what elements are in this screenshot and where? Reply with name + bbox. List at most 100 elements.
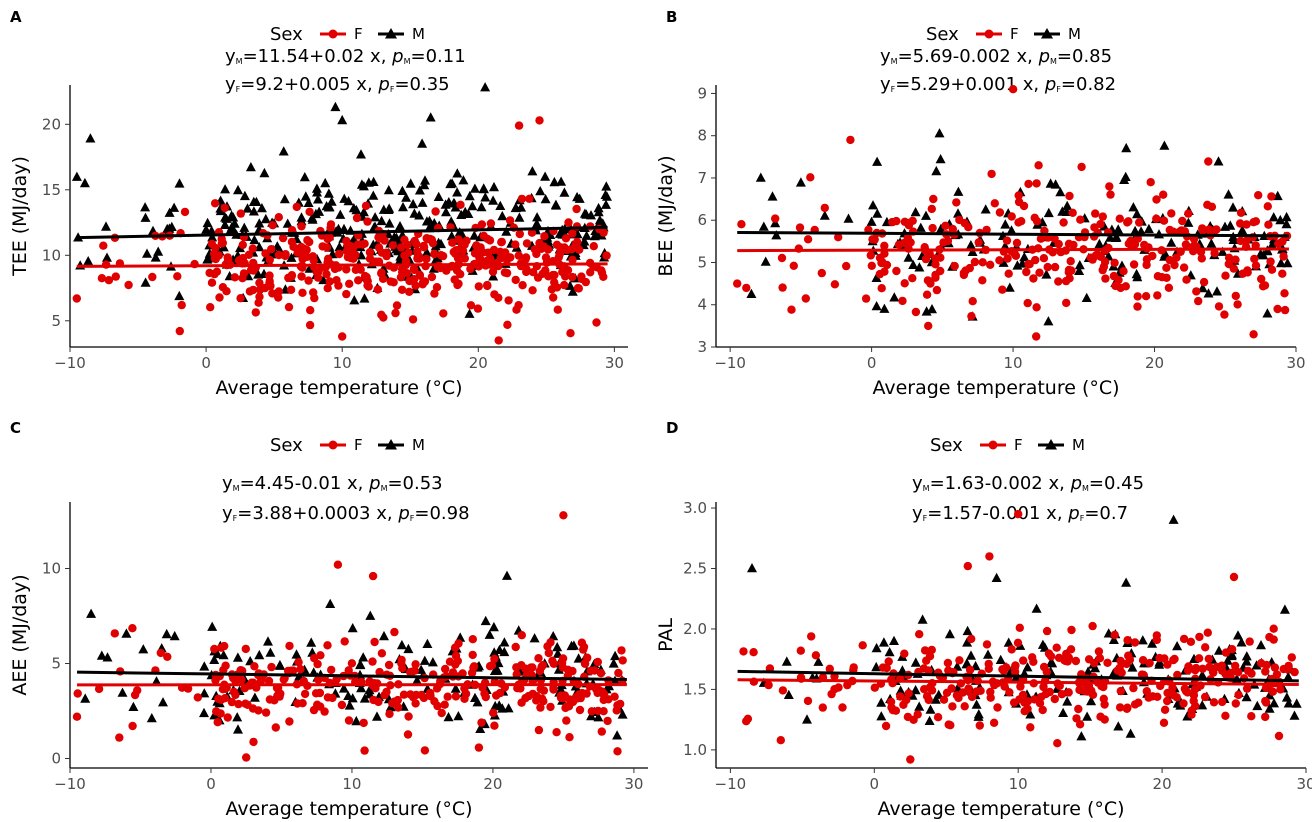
point-m [802,714,812,724]
point-m [412,675,422,685]
point-f [425,234,435,244]
point-f [899,700,908,709]
point-f [849,663,858,672]
point-f [561,234,571,243]
point-f [599,228,608,237]
point-m [446,231,457,241]
x-tick-label: −10 [715,775,747,793]
point-f [292,202,301,212]
point-f [927,204,936,214]
point-f [1251,217,1261,226]
y-tick-label: 15 [42,181,61,199]
point-f [944,666,953,675]
point-f [397,243,406,252]
point-m [425,112,436,122]
point-m [767,191,778,201]
point-f [543,642,552,651]
point-f [764,680,773,690]
point-m [1062,696,1073,706]
point-f [1152,214,1161,223]
point-f [467,668,477,678]
point-m [347,623,358,633]
point-f [206,303,215,312]
point-m [490,700,501,711]
point-m [535,186,546,196]
point-f [238,240,247,250]
point-f [1236,219,1245,228]
point-m [1241,651,1252,661]
axes: −10 0 10 20 30 5 10 15 20 Average temperature (°C… [9,85,628,399]
point-f [216,709,225,718]
point-f [1039,254,1049,263]
point-f [1198,224,1207,233]
point-f [1030,213,1039,222]
point-m [140,277,151,287]
point-m [1125,728,1136,738]
point-m [225,225,236,235]
chart-svg: C Sex F MyM=4.45-0.01 x, pM=0.53 yF=3.88+0.0… [9,419,648,820]
y-tick-label: 6 [697,211,707,229]
point-m [980,204,991,214]
point-f [597,727,606,736]
point-m [1264,703,1275,713]
point-f [388,241,398,250]
point-f [1178,216,1187,226]
point-f [1100,700,1109,709]
point-f [1094,647,1104,656]
point-f [261,249,270,258]
x-tick-label: 30 [1296,775,1312,793]
point-f [1236,208,1246,217]
point-f [1115,663,1124,673]
point-f [1261,667,1270,676]
point-f [547,285,556,294]
point-f [530,245,539,254]
equation-female: yF=1.57-0.001 x, pF=0.7 [912,503,1128,524]
point-f [868,235,877,244]
point-m [248,196,259,206]
point-f [460,684,469,693]
point-f [255,285,265,294]
point-m [169,630,180,641]
point-f [906,755,915,764]
point-f [305,237,314,247]
point-f [374,243,384,252]
point-f [1116,656,1125,666]
point-f [1129,683,1138,693]
point-f [241,644,250,654]
legend-label-m: M [1068,25,1081,43]
point-f [974,238,983,247]
point-f [374,233,383,242]
point-f [1090,223,1099,232]
point-m [128,701,139,711]
point-f [413,247,422,256]
point-m [421,247,432,257]
point-f [1159,216,1169,225]
point-f [1052,643,1061,652]
y-tick-label: 1.0 [683,741,707,759]
point-f [1034,161,1043,170]
point-m [372,711,382,721]
legend-key-m-marker [385,439,397,450]
scatter-points [71,82,612,345]
point-f [830,280,840,289]
point-m [1105,232,1116,242]
point-f [1029,274,1038,283]
point-m [866,216,877,226]
y-tick-label: 3 [697,338,707,356]
point-m [965,240,976,250]
point-f [858,641,867,650]
point-f [337,700,347,710]
point-f [207,278,217,287]
point-f [801,294,810,303]
point-m [344,700,355,710]
point-m [488,621,499,632]
point-f [866,251,875,260]
point-f [867,261,876,270]
point-f [965,665,975,674]
point-f [795,223,805,232]
point-f [733,279,742,288]
point-f [1274,731,1284,741]
point-f [834,233,843,242]
point-f [248,704,258,713]
point-f [1135,218,1144,227]
